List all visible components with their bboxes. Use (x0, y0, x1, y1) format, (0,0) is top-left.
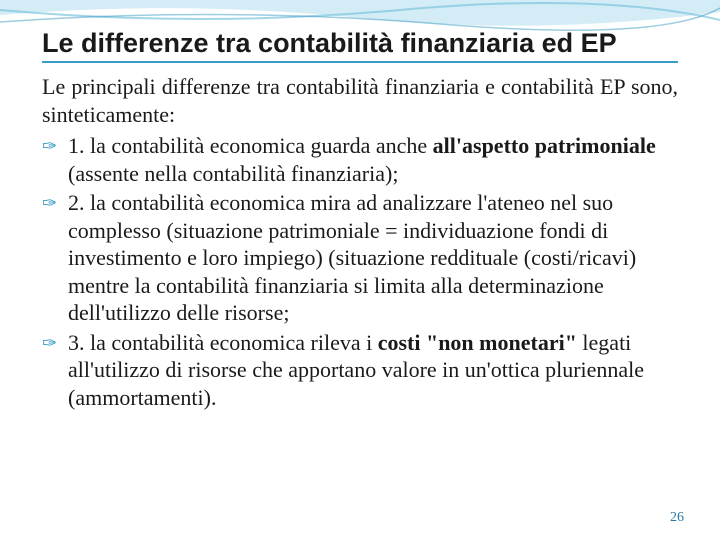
bullet-text-pre: 3. la contabilità economica rileva i (68, 330, 378, 355)
intro-paragraph: Le principali differenze tra contabilità… (42, 73, 678, 128)
bullet-icon: ✑ (42, 192, 57, 215)
bullet-icon: ✑ (42, 332, 57, 355)
bullet-text-bold: costi "non monetari" (378, 330, 577, 355)
list-item: ✑ 1. la contabilità economica guarda anc… (42, 132, 678, 187)
slide-content: Le differenze tra contabilità finanziari… (0, 0, 720, 433)
bullet-text-post: (assente nella contabilità finanziaria); (68, 161, 398, 186)
bullet-icon: ✑ (42, 135, 57, 158)
bullet-text-pre: 1. la contabilità economica guarda anche (68, 133, 433, 158)
bullet-text-bold: all'aspetto patrimoniale (433, 133, 656, 158)
list-item: ✑ 2. la contabilità economica mira ad an… (42, 189, 678, 327)
list-item: ✑ 3. la contabilità economica rileva i c… (42, 329, 678, 412)
bullet-text-pre: 2. la contabilità economica mira ad anal… (68, 190, 636, 325)
slide-title: Le differenze tra contabilità finanziari… (42, 28, 678, 63)
page-number: 26 (670, 510, 684, 526)
